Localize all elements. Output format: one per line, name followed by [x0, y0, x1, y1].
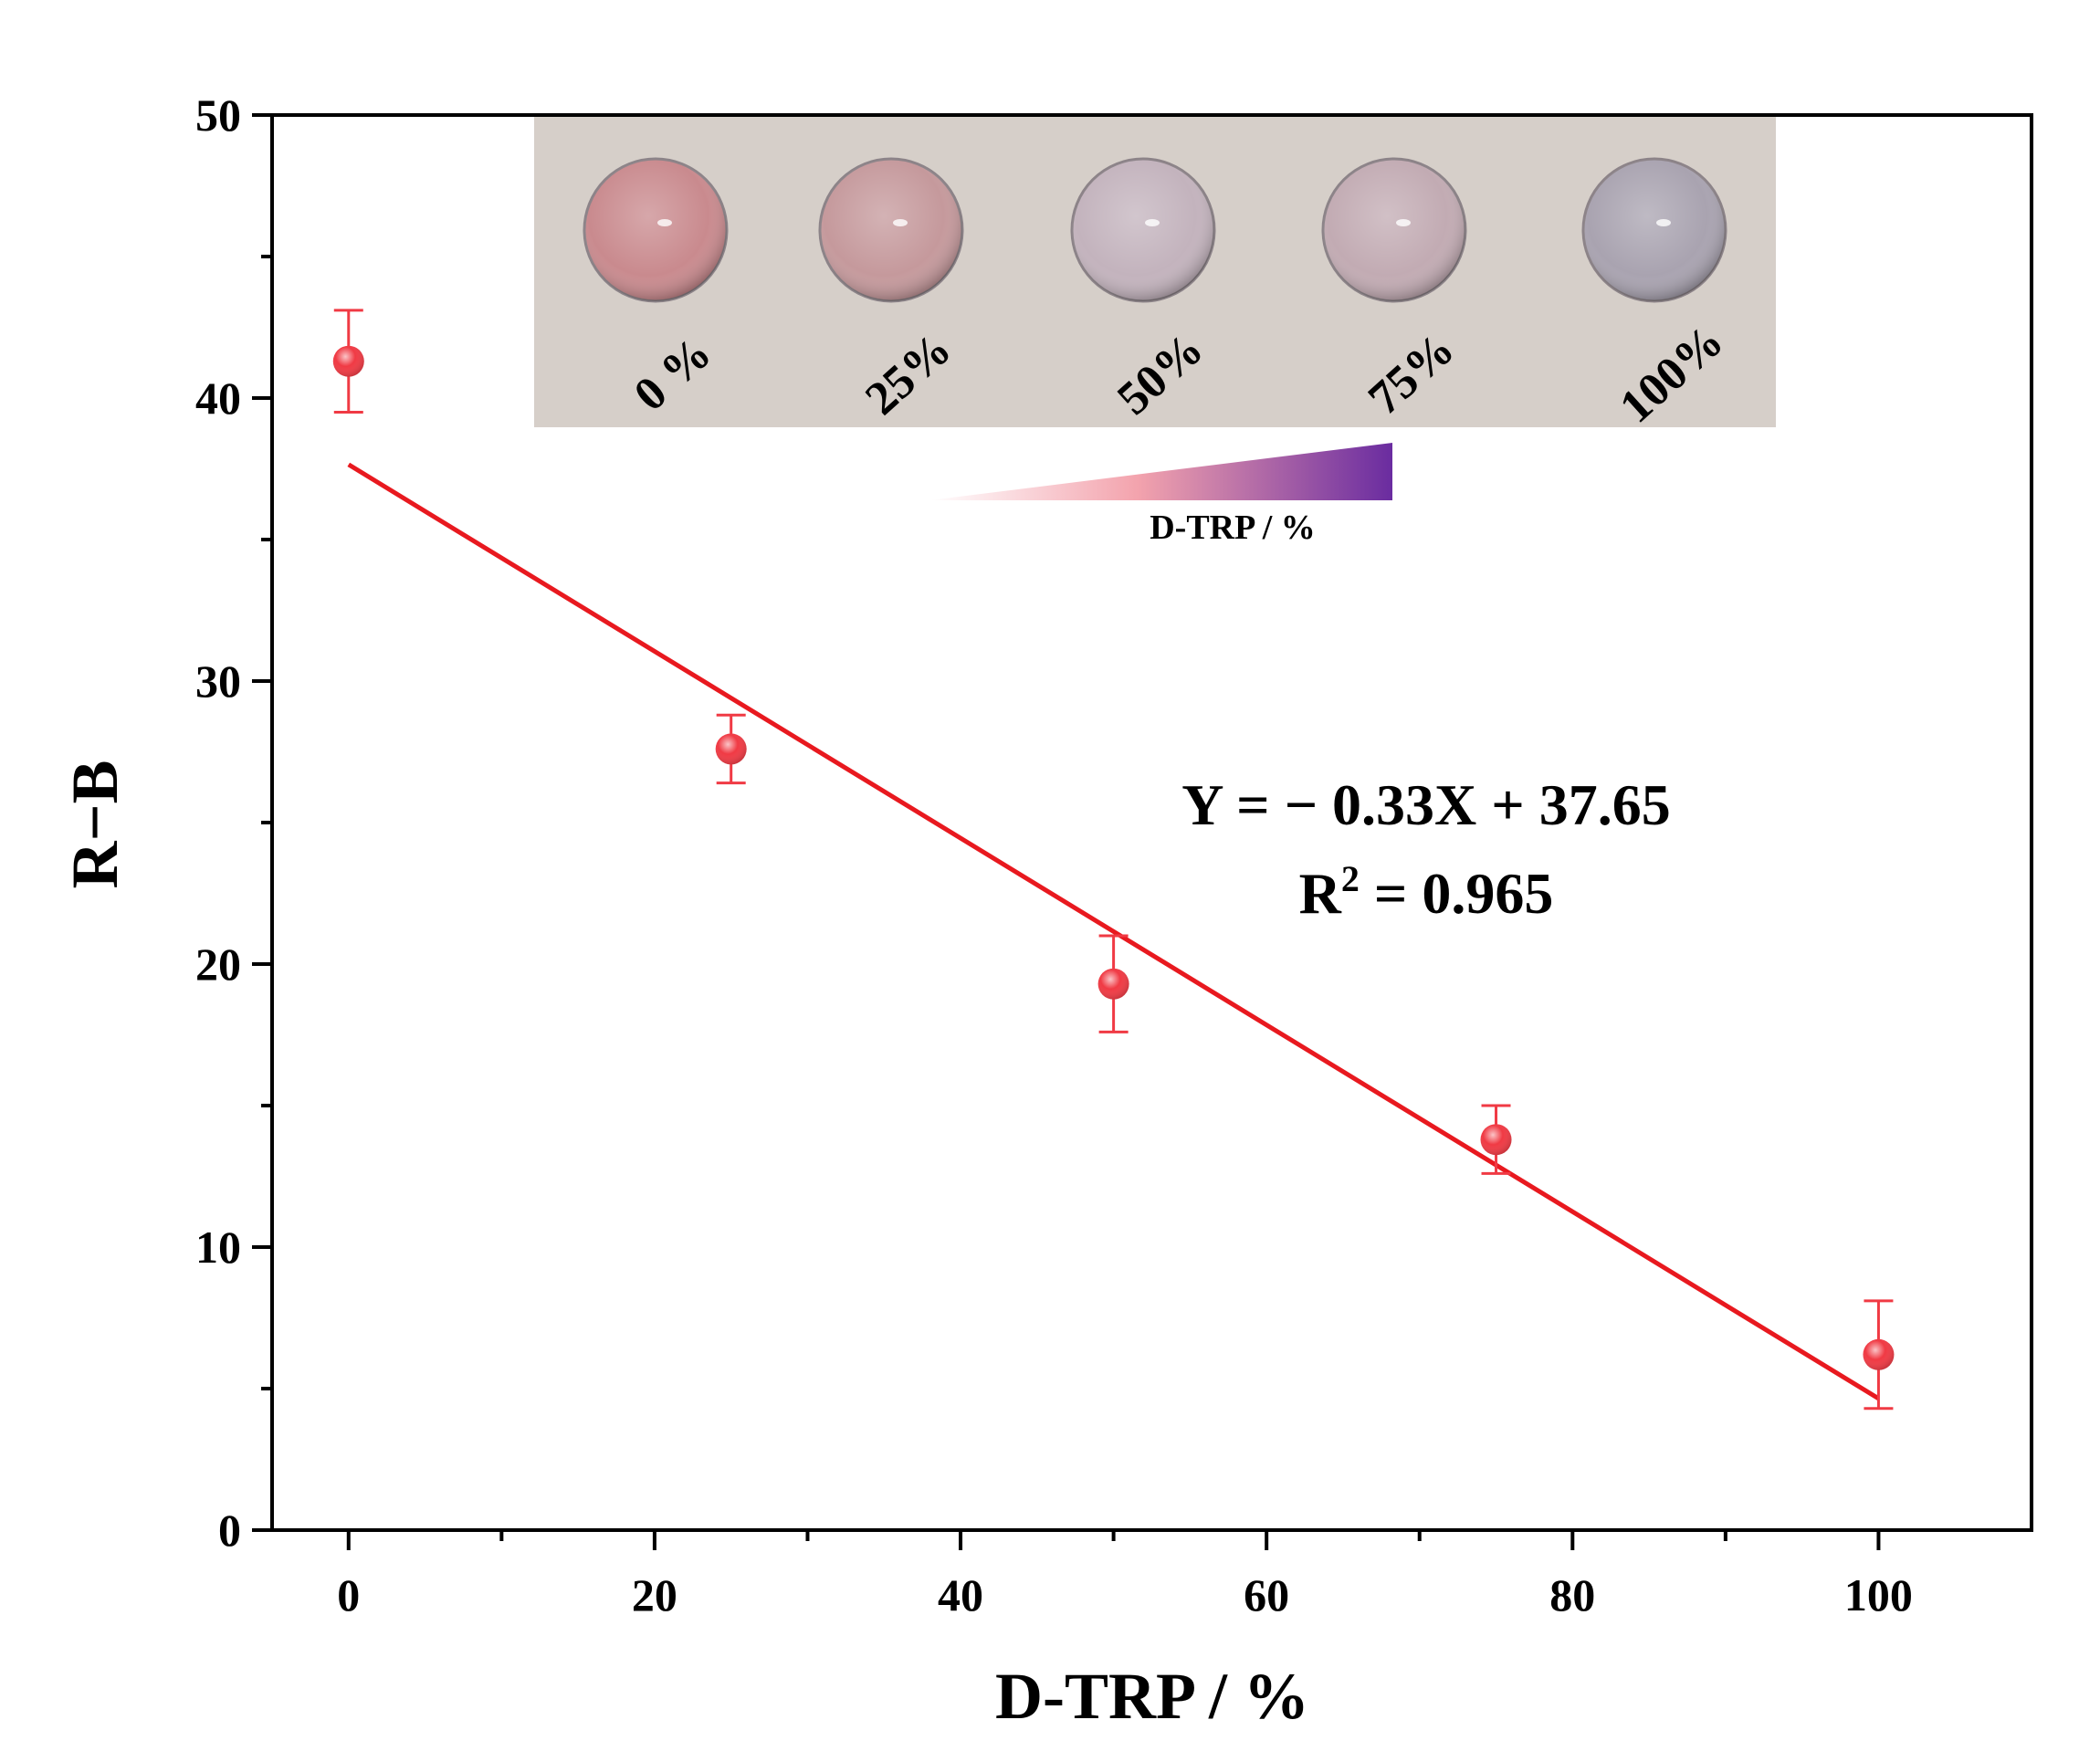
well-reflection [657, 219, 672, 226]
gradient-wedge [929, 443, 1392, 500]
x-tick-label: 20 [632, 1569, 677, 1620]
y-tick-label: 0 [218, 1505, 241, 1556]
y-axis: 0 10 20 30 40 50 [195, 89, 272, 1556]
data-point-highlight [1097, 968, 1129, 1000]
data-point-group [1097, 934, 1129, 1033]
well-reflection [1145, 219, 1160, 226]
data-point-highlight [1480, 1124, 1512, 1156]
well-shading [1072, 159, 1214, 301]
y-tick-label: 40 [195, 372, 241, 424]
x-axis: 0 20 40 60 80 100 [337, 1530, 1913, 1620]
data-series [332, 309, 1895, 1411]
well-shading [584, 159, 727, 301]
fit-equation-annotation: Y = − 0.33X + 37.65 R2 = 0.965 [1181, 772, 1670, 926]
fit-line [347, 462, 1880, 1400]
concentration-gradient-bar: D-TRP / % [929, 443, 1392, 547]
x-tick-label: 60 [1244, 1569, 1289, 1620]
sample-well: 25% [818, 157, 964, 425]
x-tick-label: 80 [1549, 1569, 1595, 1620]
well-shading [820, 159, 962, 301]
fit-line-group [347, 462, 1880, 1400]
data-point-group [332, 309, 364, 414]
data-point-highlight [715, 733, 747, 765]
well-reflection [893, 219, 908, 226]
fit-r-squared: R2 = 0.965 [1299, 858, 1554, 926]
y-tick-label: 50 [195, 89, 241, 141]
data-point-highlight [1863, 1338, 1895, 1370]
data-point-group [1480, 1104, 1512, 1175]
fit-equation: Y = − 0.33X + 37.65 [1181, 772, 1670, 837]
well-reflection [1396, 219, 1411, 226]
well-shading [1323, 159, 1465, 301]
x-tick-label: 100 [1844, 1569, 1913, 1620]
well-reflection [1656, 219, 1671, 226]
data-point-highlight [332, 345, 364, 377]
y-tick-label: 10 [195, 1222, 241, 1273]
y-axis-title: R−B [58, 760, 131, 888]
x-axis-title: D-TRP / % [995, 1660, 1309, 1733]
x-tick-label: 0 [337, 1569, 360, 1620]
sample-well: 75% [1321, 157, 1467, 425]
gradient-label: D-TRP / % [1150, 509, 1316, 547]
y-tick-label: 30 [195, 655, 241, 707]
y-tick-label: 20 [195, 939, 241, 990]
data-point-group [1863, 1299, 1895, 1411]
x-tick-label: 40 [938, 1569, 983, 1620]
data-point-group [715, 713, 747, 785]
well-shading [1583, 159, 1726, 301]
inset-photo-panel: 0 % 25% 50% 75% 100% [534, 115, 1776, 433]
